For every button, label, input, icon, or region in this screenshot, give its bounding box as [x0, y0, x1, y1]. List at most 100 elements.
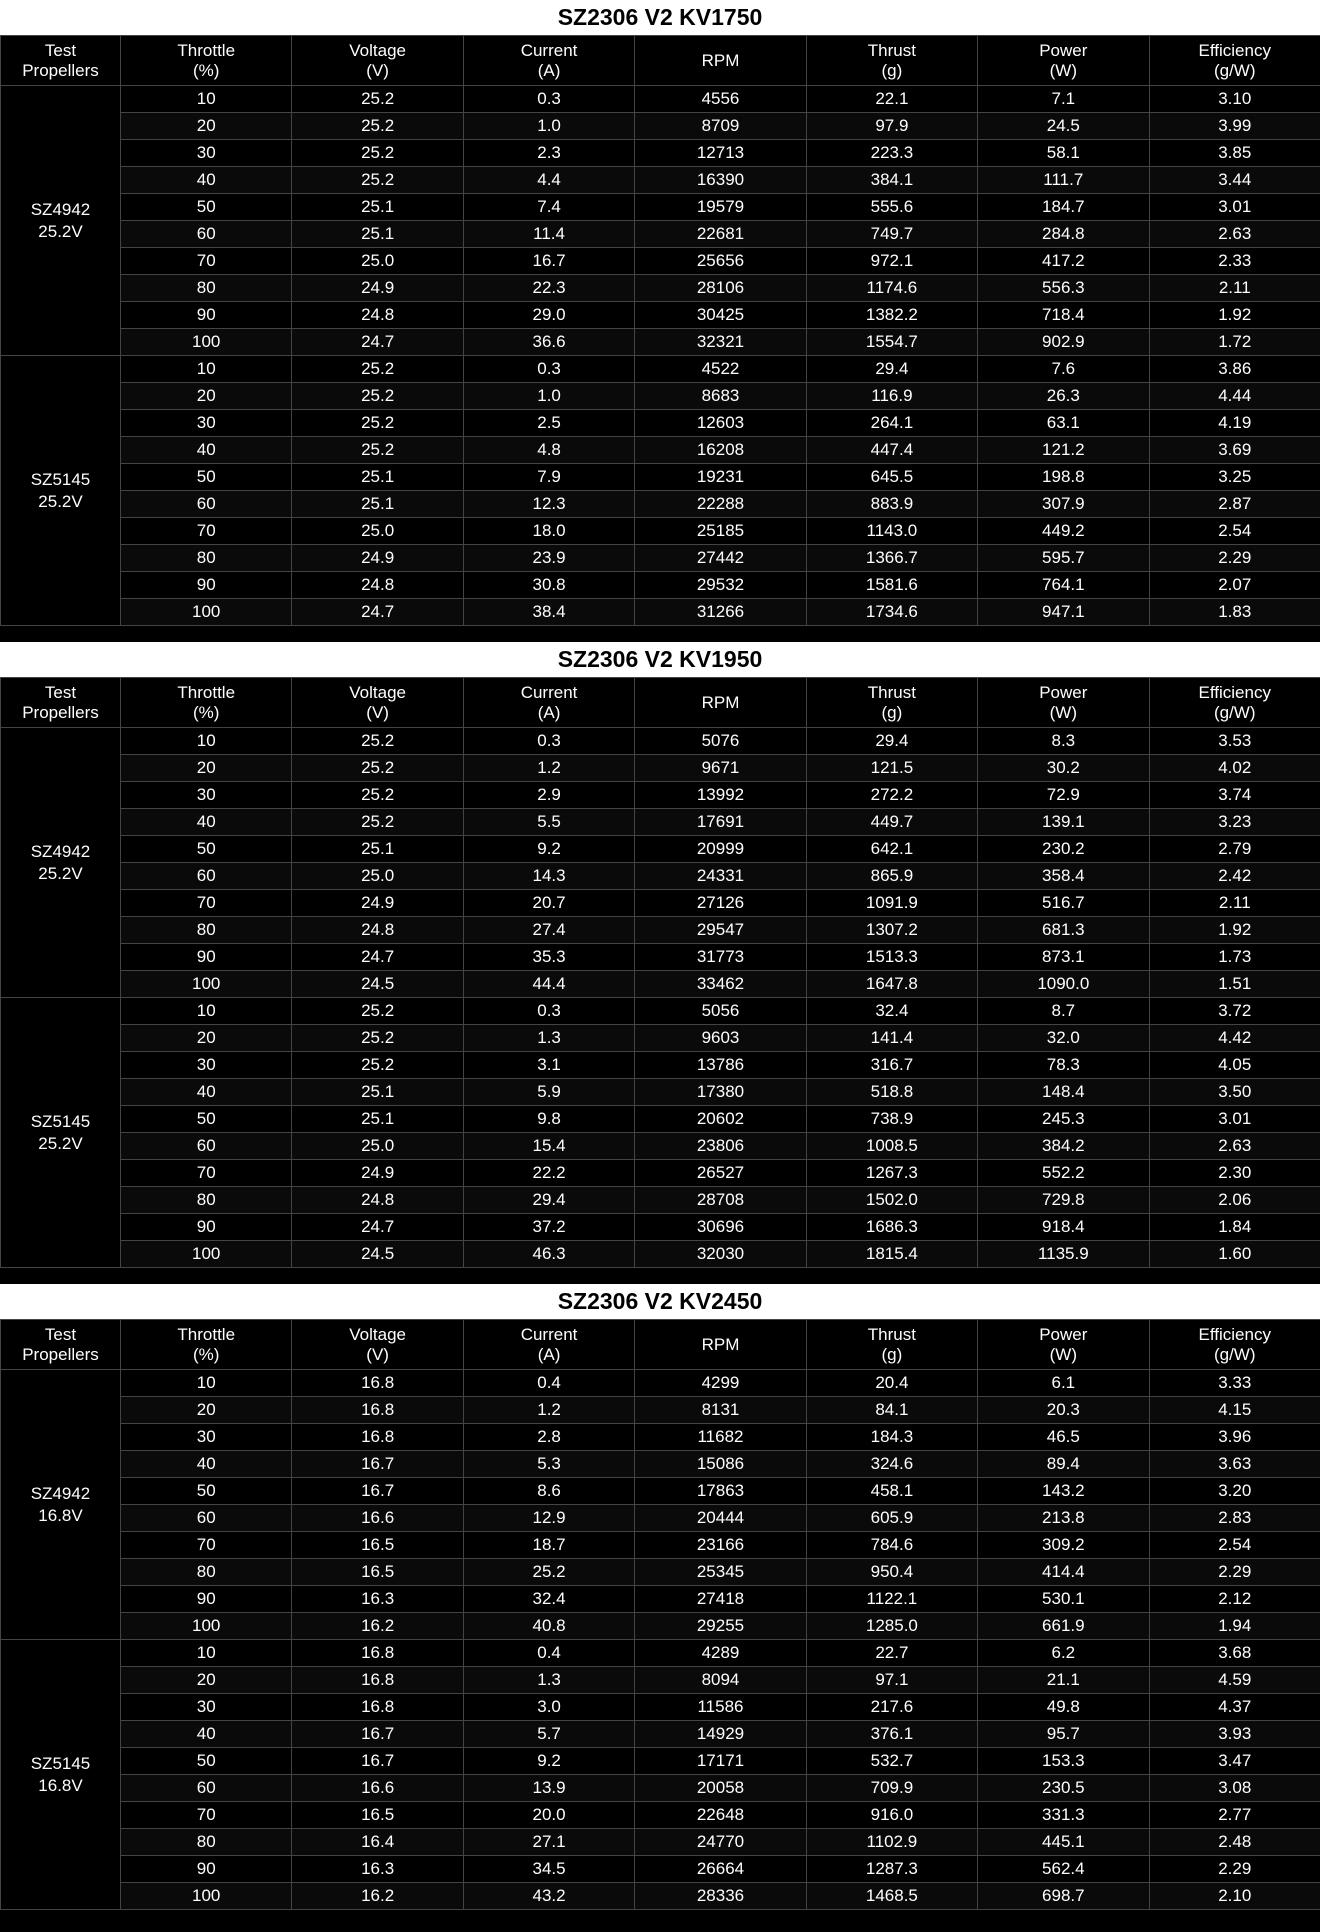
- data-cell: 1.84: [1149, 1214, 1320, 1241]
- data-cell: 530.1: [978, 1586, 1149, 1613]
- data-cell: 10: [121, 1640, 292, 1667]
- data-cell: 90: [121, 944, 292, 971]
- data-cell: 3.44: [1149, 167, 1320, 194]
- column-header: Throttle(%): [121, 678, 292, 728]
- table-row: 7016.520.022648916.0331.32.77: [1, 1802, 1320, 1829]
- propeller-voltage: 25.2V: [1, 221, 120, 243]
- data-cell: 316.7: [806, 1052, 977, 1079]
- table-row: 3025.23.113786316.778.34.05: [1, 1052, 1320, 1079]
- table-row: 2016.81.2813184.120.34.15: [1, 1397, 1320, 1424]
- data-cell: 60: [121, 221, 292, 248]
- data-cell: 44.4: [463, 971, 634, 998]
- data-cell: 0.4: [463, 1370, 634, 1397]
- data-cell: 70: [121, 1532, 292, 1559]
- data-cell: 24.5: [978, 113, 1149, 140]
- data-cell: 25.2: [292, 410, 463, 437]
- data-cell: 2.11: [1149, 890, 1320, 917]
- data-cell: 1122.1: [806, 1586, 977, 1613]
- data-cell: 5.3: [463, 1451, 634, 1478]
- column-header-line2: (A): [464, 61, 634, 81]
- data-cell: 14.3: [463, 863, 634, 890]
- data-cell: 555.6: [806, 194, 977, 221]
- data-cell: 22.2: [463, 1160, 634, 1187]
- propeller-voltage: 25.2V: [1, 1133, 120, 1155]
- data-cell: 0.3: [463, 728, 634, 755]
- data-cell: 90: [121, 1214, 292, 1241]
- data-cell: 70: [121, 1802, 292, 1829]
- table-row: SZ494225.2V1025.20.3455622.17.13.10: [1, 86, 1320, 113]
- column-header-line2: (g): [807, 1345, 977, 1365]
- data-cell: 50: [121, 1106, 292, 1133]
- data-cell: 16.7: [292, 1748, 463, 1775]
- data-cell: 16.5: [292, 1559, 463, 1586]
- data-cell: 1581.6: [806, 572, 977, 599]
- data-cell: 4.05: [1149, 1052, 1320, 1079]
- table-row: 7025.016.725656972.1417.22.33: [1, 248, 1320, 275]
- data-cell: 20: [121, 755, 292, 782]
- table-row: 10016.240.8292551285.0661.91.94: [1, 1613, 1320, 1640]
- column-header-line1: Test: [1, 41, 120, 61]
- column-header-line1: RPM: [635, 1335, 805, 1355]
- data-cell: 24.9: [292, 1160, 463, 1187]
- section-title: SZ2306 V2 KV2450: [0, 1284, 1320, 1319]
- data-cell: 5.9: [463, 1079, 634, 1106]
- data-cell: 63.1: [978, 410, 1149, 437]
- data-cell: 2.07: [1149, 572, 1320, 599]
- data-cell: 25345: [635, 1559, 806, 1586]
- data-cell: 20: [121, 1025, 292, 1052]
- data-cell: 10: [121, 86, 292, 113]
- column-header: TestPropellers: [1, 36, 121, 86]
- data-cell: 7.4: [463, 194, 634, 221]
- column-header-line1: Efficiency: [1150, 683, 1320, 703]
- data-cell: 4.37: [1149, 1694, 1320, 1721]
- data-cell: 449.2: [978, 518, 1149, 545]
- data-cell: 1.92: [1149, 917, 1320, 944]
- column-header-line2: (A): [464, 1345, 634, 1365]
- data-cell: 34.5: [463, 1856, 634, 1883]
- data-cell: 1366.7: [806, 545, 977, 572]
- table-row: 7024.922.2265271267.3552.22.30: [1, 1160, 1320, 1187]
- table-row: 10024.736.6323211554.7902.91.72: [1, 329, 1320, 356]
- data-cell: 645.5: [806, 464, 977, 491]
- data-cell: 16.6: [292, 1505, 463, 1532]
- data-cell: 24.9: [292, 545, 463, 572]
- data-cell: 3.86: [1149, 356, 1320, 383]
- table-row: 8024.922.3281061174.6556.32.11: [1, 275, 1320, 302]
- data-cell: 80: [121, 1829, 292, 1856]
- data-cell: 4556: [635, 86, 806, 113]
- data-cell: 3.1: [463, 1052, 634, 1079]
- data-cell: 19231: [635, 464, 806, 491]
- data-cell: 709.9: [806, 1775, 977, 1802]
- column-header-line1: RPM: [635, 51, 805, 71]
- data-cell: 4.8: [463, 437, 634, 464]
- column-header: Throttle(%): [121, 36, 292, 86]
- data-cell: 15086: [635, 1451, 806, 1478]
- column-header-line2: Propellers: [1, 61, 120, 81]
- data-cell: 100: [121, 1883, 292, 1910]
- data-cell: 25.2: [292, 728, 463, 755]
- data-cell: 20: [121, 1667, 292, 1694]
- data-cell: 24.8: [292, 1187, 463, 1214]
- data-cell: 16.7: [292, 1721, 463, 1748]
- data-cell: 1143.0: [806, 518, 977, 545]
- data-cell: 78.3: [978, 1052, 1149, 1079]
- table-row: 6025.111.422681749.7284.82.63: [1, 221, 1320, 248]
- data-cell: 458.1: [806, 1478, 977, 1505]
- data-cell: 19579: [635, 194, 806, 221]
- data-cell: 24770: [635, 1829, 806, 1856]
- column-header-line1: Voltage: [292, 683, 462, 703]
- data-cell: 698.7: [978, 1883, 1149, 1910]
- data-cell: 29547: [635, 917, 806, 944]
- data-cell: 3.96: [1149, 1424, 1320, 1451]
- data-cell: 2.87: [1149, 491, 1320, 518]
- data-cell: 1468.5: [806, 1883, 977, 1910]
- data-cell: 8131: [635, 1397, 806, 1424]
- data-cell: 309.2: [978, 1532, 1149, 1559]
- data-cell: 24331: [635, 863, 806, 890]
- data-cell: 28336: [635, 1883, 806, 1910]
- data-cell: 3.85: [1149, 140, 1320, 167]
- data-cell: 80: [121, 275, 292, 302]
- data-cell: 121.5: [806, 755, 977, 782]
- data-cell: 50: [121, 836, 292, 863]
- data-cell: 13.9: [463, 1775, 634, 1802]
